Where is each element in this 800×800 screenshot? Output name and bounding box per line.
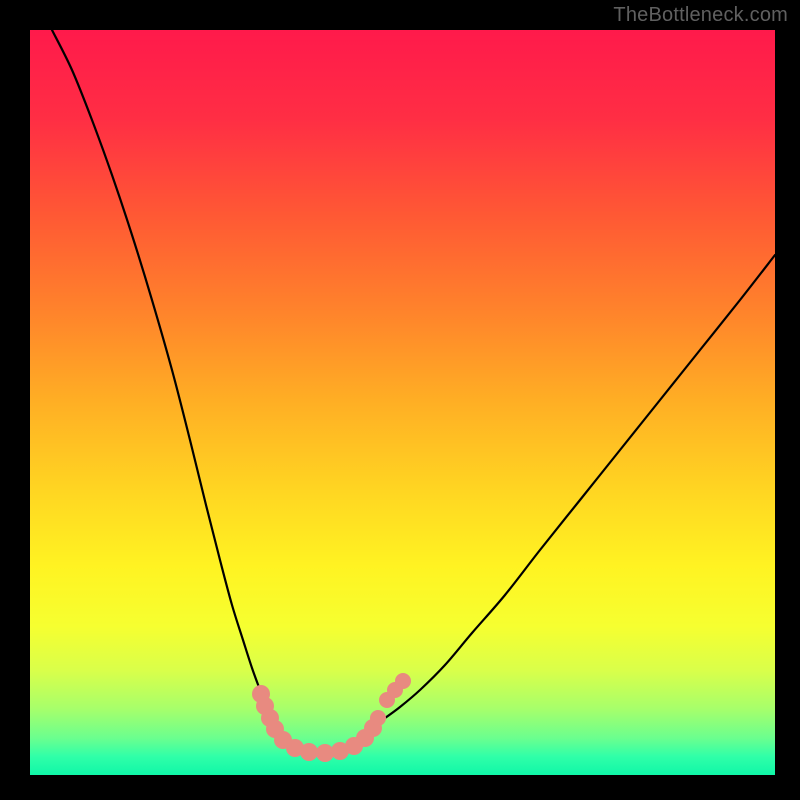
data-marker — [370, 710, 386, 726]
chart-container: TheBottleneck.com — [0, 0, 800, 800]
bottleneck-chart — [0, 0, 800, 800]
data-marker — [300, 743, 318, 761]
data-marker — [395, 673, 411, 689]
plot-background — [30, 30, 775, 775]
watermark-text: TheBottleneck.com — [613, 4, 788, 27]
